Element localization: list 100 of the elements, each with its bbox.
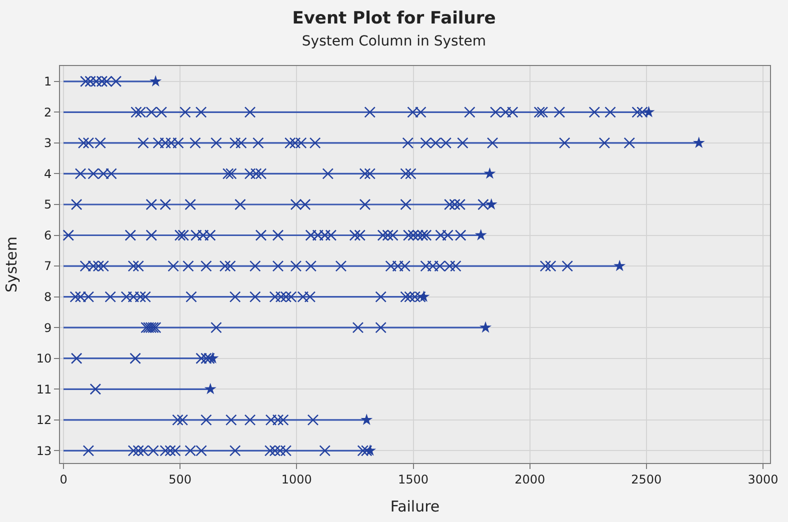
y-tick-label: 6: [44, 228, 52, 242]
point: [128, 260, 140, 272]
point: [364, 168, 376, 180]
point: [138, 137, 149, 149]
point: [360, 414, 373, 426]
x-tick-label: 1000: [281, 472, 312, 486]
point: [478, 198, 489, 210]
y-tick-label: 1: [44, 74, 52, 89]
point: [229, 137, 241, 149]
point: [204, 382, 216, 394]
point: [182, 260, 194, 272]
point: [229, 445, 241, 456]
point: [70, 198, 82, 210]
point: [588, 106, 600, 118]
y-tick-label: 13: [36, 444, 52, 458]
point: [132, 445, 144, 456]
y-tick-label: 11: [36, 382, 52, 396]
point: [544, 260, 556, 272]
y-tick-label: 4: [44, 166, 52, 181]
point: [210, 137, 222, 149]
chart-title: Event Plot for Failure: [292, 8, 496, 28]
point: [250, 168, 262, 180]
point: [360, 445, 372, 456]
point: [104, 291, 116, 302]
point: [449, 198, 460, 210]
point: [200, 352, 212, 364]
point: [692, 136, 705, 148]
point: [146, 230, 158, 241]
point: [352, 322, 364, 334]
point: [226, 414, 237, 426]
point: [322, 168, 334, 180]
point: [598, 137, 610, 149]
point: [400, 168, 412, 180]
point: [195, 106, 207, 118]
point: [184, 198, 196, 210]
x-tick-label: 2500: [631, 472, 662, 486]
point: [244, 106, 256, 118]
point: [319, 445, 331, 456]
point: [255, 230, 267, 241]
x-tick-label: 3000: [748, 472, 778, 486]
y-tick-label: 10: [36, 352, 52, 366]
x-tick-label: 0: [60, 472, 68, 486]
point: [359, 168, 371, 180]
point: [375, 322, 386, 334]
point: [335, 260, 347, 272]
y-tick-label: 3: [44, 136, 52, 150]
point: [244, 414, 256, 426]
point: [78, 137, 90, 149]
point: [402, 137, 414, 149]
point: [357, 445, 369, 456]
point: [486, 137, 498, 149]
point: [226, 168, 237, 180]
point: [160, 198, 172, 210]
point: [174, 230, 186, 241]
point: [290, 260, 302, 272]
point: [70, 352, 82, 364]
point: [418, 290, 430, 302]
point: [252, 137, 264, 149]
point: [464, 106, 476, 118]
point: [210, 322, 222, 334]
point: [457, 137, 468, 149]
point: [405, 168, 416, 180]
point: [190, 137, 201, 149]
point: [614, 260, 626, 272]
point: [632, 106, 643, 118]
y-tick-label: 12: [36, 413, 52, 428]
point: [354, 230, 366, 241]
point: [562, 260, 574, 272]
point: [382, 230, 394, 241]
point: [186, 291, 197, 302]
point: [200, 414, 212, 426]
x-tick-label: 2000: [514, 472, 546, 486]
x-axis-title: Failure: [390, 497, 440, 516]
point: [534, 106, 546, 118]
point: [176, 414, 188, 426]
point: [474, 228, 487, 240]
point: [307, 414, 319, 426]
point: [146, 198, 158, 210]
point: [272, 230, 284, 241]
point: [180, 106, 191, 118]
point: [250, 260, 261, 272]
x-tick-label: 1500: [398, 472, 429, 486]
point: [124, 230, 136, 241]
point: [164, 445, 176, 456]
point: [132, 260, 144, 272]
point: [540, 260, 552, 272]
point: [250, 291, 261, 302]
point: [636, 106, 648, 118]
point: [172, 414, 184, 426]
point: [624, 137, 636, 149]
point: [62, 230, 74, 241]
point: [364, 444, 376, 456]
point: [229, 291, 241, 302]
point: [349, 230, 361, 241]
x-tick-label: 500: [168, 472, 192, 486]
point: [375, 291, 386, 302]
point: [90, 383, 102, 395]
y-tick-label: 7: [44, 259, 52, 274]
point: [604, 106, 616, 118]
point: [289, 137, 301, 149]
